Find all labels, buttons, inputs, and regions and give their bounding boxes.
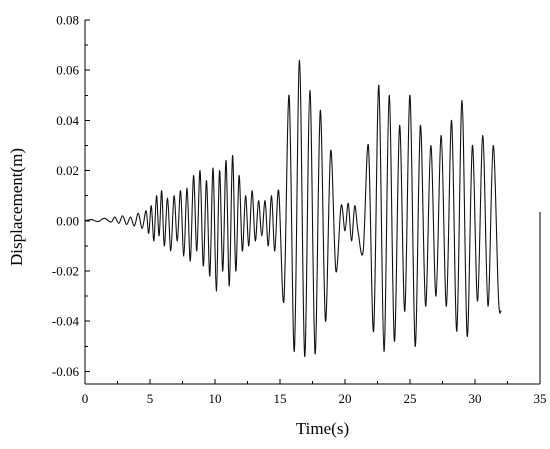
x-tick-label: 5 bbox=[147, 391, 154, 406]
x-tick-label: 35 bbox=[534, 391, 547, 406]
y-tick-label: -0.02 bbox=[52, 264, 79, 279]
y-tick-label: -0.04 bbox=[52, 314, 80, 329]
x-tick-label: 25 bbox=[404, 391, 417, 406]
x-tick-label: 20 bbox=[339, 391, 352, 406]
x-axis: 0 5 10 15 20 25 30 35 bbox=[82, 379, 547, 406]
x-tick-label: 30 bbox=[469, 391, 482, 406]
y-tick-label: 0.08 bbox=[56, 13, 79, 28]
y-tick-label: -0.06 bbox=[52, 364, 80, 379]
displacement-series-line bbox=[84, 59, 502, 357]
y-tick-label: 0.04 bbox=[56, 113, 79, 128]
y-axis-title: Displacement(m) bbox=[7, 148, 26, 266]
x-tick-label: 0 bbox=[82, 391, 89, 406]
y-axis: -0.06 -0.04 -0.02 0.00 0.02 0.04 0.06 0.08 bbox=[52, 13, 90, 379]
x-tick-label: 10 bbox=[209, 391, 222, 406]
y-tick-label: 0.00 bbox=[56, 213, 79, 228]
y-tick-label: 0.06 bbox=[56, 63, 79, 78]
series-layer bbox=[84, 59, 502, 357]
y-tick-label: 0.02 bbox=[56, 163, 79, 178]
x-axis-title: Time(s) bbox=[296, 419, 349, 438]
x-tick-label: 15 bbox=[274, 391, 287, 406]
